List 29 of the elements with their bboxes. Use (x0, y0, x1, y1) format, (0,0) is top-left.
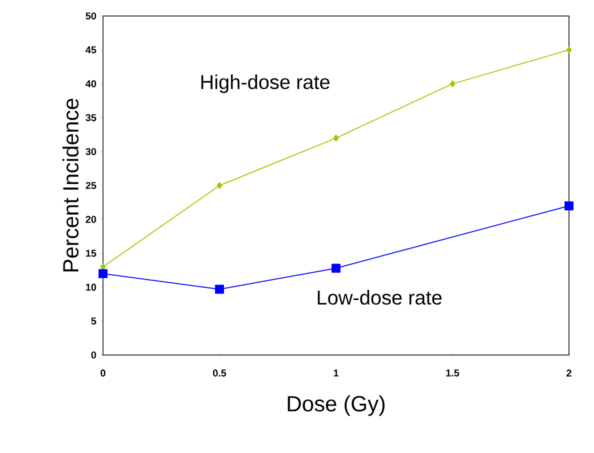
x-tick-label: 1 (334, 370, 338, 376)
y-tick-label: 30 (86, 148, 96, 156)
x-tick-label: 0 (100, 370, 106, 377)
point (98, 269, 108, 278)
y-tick-label: 45 (86, 46, 96, 54)
y-tick-label: 20 (86, 216, 96, 223)
y-tick-label: 25 (86, 182, 96, 190)
series-label: Low-dose rate (318, 290, 442, 305)
point (100, 263, 106, 270)
point (215, 284, 224, 294)
point (216, 182, 222, 189)
y-tick-label: 50 (86, 12, 96, 20)
point (450, 80, 456, 88)
y-tick-label: 10 (86, 284, 96, 291)
text: High-dose rate (201, 74, 330, 94)
point (333, 134, 339, 142)
y-tick-label: 40 (86, 80, 96, 88)
x-tick-label: 1.5 (446, 370, 460, 376)
y-tick-label: 0 (91, 351, 96, 359)
y-tick-label: 15 (86, 250, 96, 257)
point (566, 46, 572, 54)
point (564, 201, 574, 210)
y-tick-label: 5 (91, 318, 96, 325)
y-axis-title: Percent Incidence (62, 98, 79, 272)
point (332, 264, 340, 273)
x-axis-title: Dose (Gy) (288, 395, 385, 416)
x-tick-label: 0.5 (212, 370, 226, 377)
x-tick-label: 2 (566, 370, 572, 376)
y-tick-label: 35 (86, 114, 96, 122)
